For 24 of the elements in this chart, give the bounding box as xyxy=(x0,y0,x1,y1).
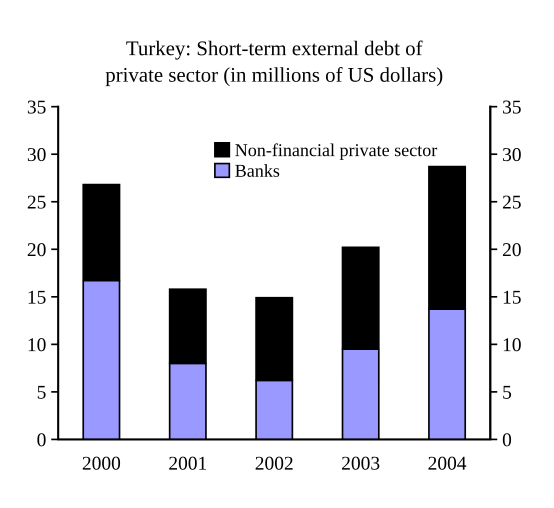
legend-label: Non-financial private sector xyxy=(235,143,438,160)
y-tick-label: 35 xyxy=(28,100,46,114)
x-tick-label: 2002 xyxy=(256,456,293,470)
y2-tick-label: 35 xyxy=(503,100,521,114)
y-tick-label: 10 xyxy=(28,338,46,352)
y2-tick-label: 25 xyxy=(502,196,521,209)
legend-label: Banks xyxy=(235,164,280,177)
y2-tick-label: 0 xyxy=(502,433,512,446)
y-tick-label: 0 xyxy=(37,433,46,446)
x-tick-label: 2003 xyxy=(342,456,380,470)
y2-tick-label: 15 xyxy=(504,290,521,304)
y-tick-label: 5 xyxy=(38,386,46,399)
x-tick-label: 2000 xyxy=(82,456,120,470)
y-tick-label: 20 xyxy=(28,243,46,256)
y2-tick-label: 5 xyxy=(503,386,512,399)
y-tick-label: 15 xyxy=(28,290,46,304)
chart-title: Turkey: Short-term external debt of private sector (in millions of US dollars) xyxy=(106,40,442,86)
y2-tick-label: 30 xyxy=(503,148,521,162)
y2-tick-label: 20 xyxy=(502,243,521,256)
y-tick-label: 25 xyxy=(28,196,46,209)
y-tick-label: 30 xyxy=(28,148,46,162)
x-tick-label: 2004 xyxy=(428,456,466,470)
y2-tick-label: 10 xyxy=(504,338,521,352)
x-tick-label: 2001 xyxy=(169,456,206,470)
